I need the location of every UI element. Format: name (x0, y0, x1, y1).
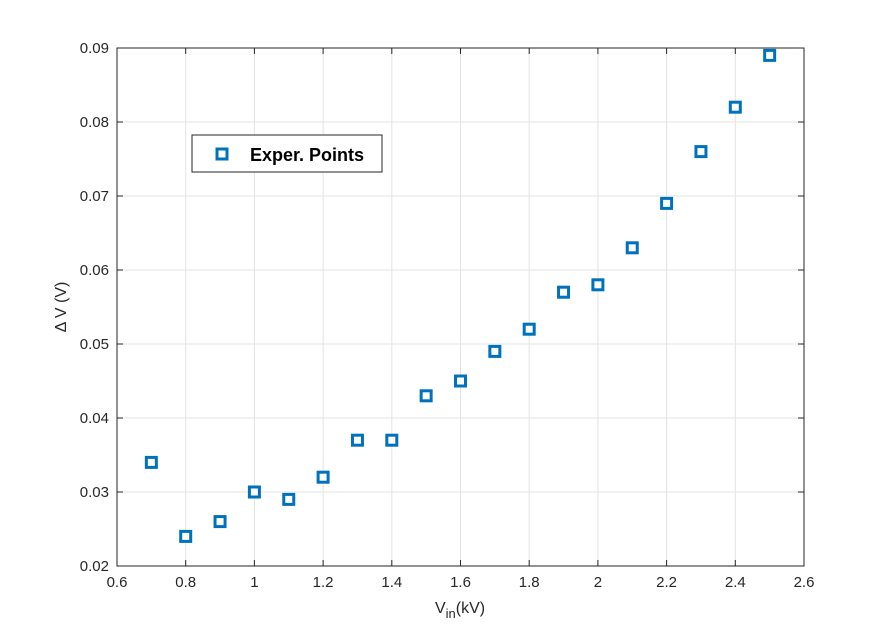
data-point (660, 196, 674, 210)
y-tick-label: 0.09 (80, 40, 109, 57)
y-tick-label: 0.08 (80, 114, 109, 131)
data-point (419, 389, 433, 403)
y-tick-label: 0.04 (80, 410, 109, 427)
x-axis-label-sub: in (446, 606, 456, 621)
data-point (591, 278, 605, 292)
x-tick-label: 2.4 (725, 574, 746, 591)
data-point (179, 529, 193, 543)
data-point (694, 145, 708, 159)
data-point (488, 344, 502, 358)
y-tick-label: 0.07 (80, 188, 109, 205)
data-point (454, 374, 467, 388)
y-axis-label: Δ V (V) (53, 282, 70, 333)
y-tick-label: 0.06 (80, 262, 109, 279)
legend-marker (215, 147, 229, 161)
data-point (350, 433, 364, 447)
data-point (213, 515, 227, 529)
x-tick-label: 0.8 (175, 574, 196, 591)
x-tick-label: 1.2 (313, 574, 334, 591)
x-tick-label: 0.6 (107, 574, 128, 591)
y-tick-label: 0.05 (80, 336, 109, 353)
x-axis-label-unit: (kV) (456, 600, 485, 617)
legend: Exper. Points (191, 134, 383, 173)
y-tick-label: 0.03 (80, 484, 109, 501)
x-tick-label: 2 (594, 574, 602, 591)
data-points (144, 48, 777, 543)
x-axis-label: Vin(kV) (435, 600, 485, 621)
data-point (316, 470, 330, 484)
x-tick-label: 2.6 (794, 574, 815, 591)
data-point (144, 455, 158, 469)
x-axis-label-main: V (435, 600, 446, 617)
data-point (385, 433, 399, 447)
y-tick-label: 0.02 (80, 558, 109, 575)
x-tick-label: 1 (250, 574, 258, 591)
x-tick-labels: 0.6 0.8 1 1.2 1.4 1.6 1.8 2 2.2 2.4 2.6 (107, 574, 815, 591)
data-point (728, 100, 742, 114)
tick-marks (116, 47, 805, 567)
x-tick-label: 1.4 (381, 574, 402, 591)
x-tick-label: 1.8 (519, 574, 540, 591)
data-point (625, 241, 639, 255)
y-tick-labels: 0.02 0.03 0.04 0.05 0.06 0.07 0.08 0.09 (80, 40, 109, 575)
x-tick-label: 2.2 (656, 574, 677, 591)
legend-label: Exper. Points (250, 145, 364, 165)
data-point (282, 492, 296, 506)
data-point (247, 485, 261, 499)
data-point (557, 285, 571, 299)
data-point (522, 322, 536, 336)
data-point (763, 48, 777, 62)
x-tick-label: 1.6 (450, 574, 471, 591)
